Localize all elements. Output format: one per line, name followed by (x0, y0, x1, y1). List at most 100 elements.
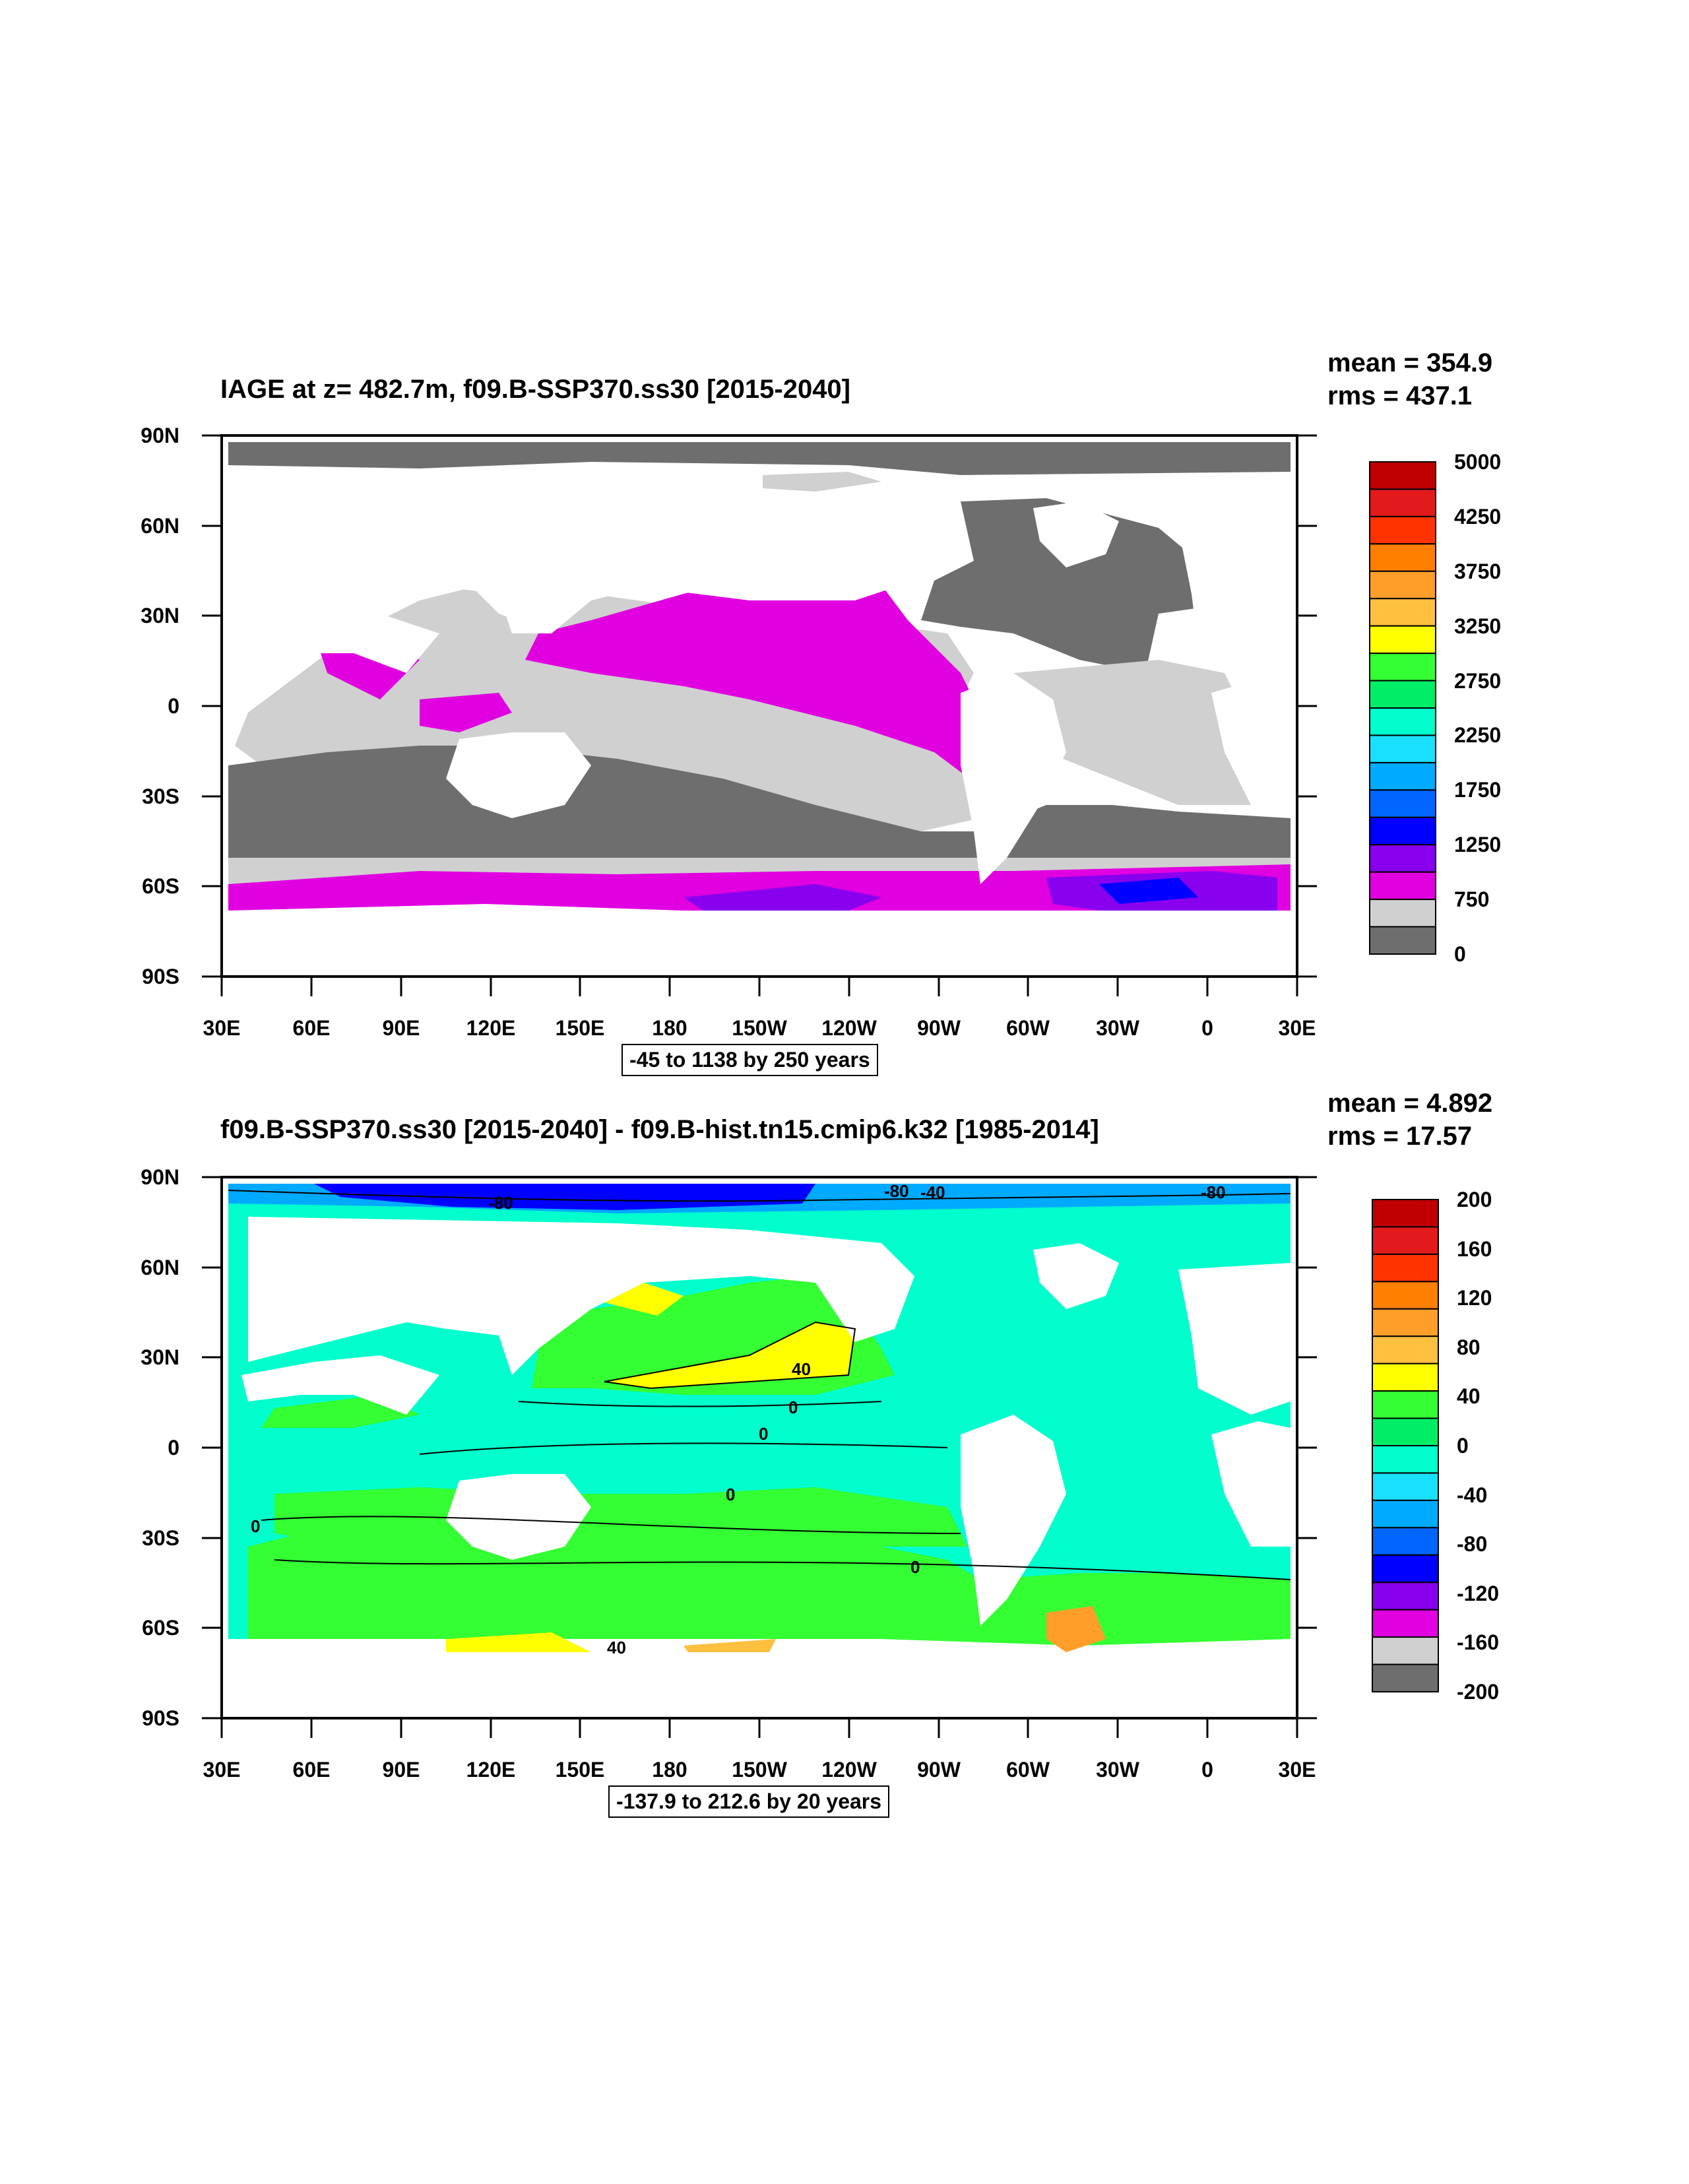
contour-label: -80 (488, 1193, 513, 1213)
lon-label-150w: 150W (732, 1758, 787, 1782)
colorbar-swatch (1369, 515, 1436, 545)
colorbar-label: 750 (1454, 887, 1490, 912)
lon-label-30w: 30W (1096, 1758, 1139, 1782)
mean-stat: mean = 4.892 (1327, 1089, 1493, 1118)
colorbar-swatch (1372, 1199, 1439, 1228)
lon-label-60e: 60E (292, 1758, 331, 1782)
colorbar-swatch (1372, 1554, 1439, 1584)
colorbar-label: -40 (1457, 1483, 1488, 1507)
lat-label-90s: 90S (142, 965, 179, 988)
panel-title: IAGE at z= 482.7m, f09.B-SSP370.ss30 [20… (220, 375, 850, 404)
colorbar-swatch (1369, 899, 1436, 928)
colorbar-swatch (1372, 1281, 1439, 1310)
lon-label-30e-right: 30E (1278, 1016, 1316, 1040)
rms-stat: rms = 17.57 (1327, 1122, 1473, 1151)
colorbar-swatch (1372, 1609, 1439, 1638)
colorbar-label: 0 (1457, 1434, 1469, 1458)
lon-label-90e: 90E (382, 1758, 420, 1782)
lat-label-90n: 90N (141, 424, 179, 447)
lon-label-150e: 150E (555, 1016, 605, 1040)
colorbar-label: -120 (1457, 1581, 1500, 1605)
contour-range-box: -45 to 1138 by 250 years (621, 1044, 878, 1076)
map-ideal-age (202, 434, 1317, 996)
colorbar-label: 40 (1457, 1384, 1481, 1409)
colorbar-age-difference (1372, 1199, 1439, 1692)
colorbar-swatch (1369, 680, 1436, 709)
lon-label-180: 180 (652, 1016, 687, 1040)
colorbar-swatch (1372, 1335, 1439, 1365)
lon-label-90w: 90W (917, 1758, 961, 1782)
lat-label-90n: 90N (141, 1165, 179, 1189)
mean-stat: mean = 354.9 (1327, 348, 1493, 377)
contour-label: 0 (910, 1557, 920, 1577)
colorbar-label: 0 (1454, 942, 1466, 966)
colorbar-label: 3250 (1454, 614, 1502, 638)
lon-label-180: 180 (652, 1758, 687, 1782)
lat-label-60s: 60S (142, 1616, 179, 1640)
map-age-difference (202, 1176, 1317, 1738)
contour-label: -80 (1201, 1182, 1226, 1202)
colorbar-swatch (1369, 707, 1436, 736)
colorbar-label: 80 (1457, 1335, 1481, 1359)
lon-label-120e: 120E (466, 1758, 516, 1782)
colorbar-swatch (1369, 543, 1436, 572)
lon-label-150w: 150W (732, 1016, 787, 1040)
colorbar-label: 2250 (1454, 723, 1502, 748)
panel-title: f09.B-SSP370.ss30 [2015-2040] - f09.B-hi… (220, 1115, 1099, 1144)
colorbar-swatch (1372, 1363, 1439, 1392)
lat-label-0: 0 (168, 1436, 179, 1460)
colorbar-swatch (1369, 844, 1436, 873)
colorbar-label: 3750 (1454, 559, 1502, 583)
colorbar-swatch (1372, 1308, 1439, 1337)
contour-label: 0 (788, 1397, 798, 1417)
colorbar-label: -160 (1457, 1630, 1500, 1655)
colorbar-label: 160 (1457, 1237, 1492, 1261)
lat-label-60n: 60N (141, 514, 179, 538)
rms-stat: rms = 437.1 (1327, 381, 1473, 410)
colorbar-swatch (1369, 871, 1436, 901)
lon-label-0: 0 (1201, 1758, 1213, 1782)
lon-label-0: 0 (1201, 1016, 1213, 1040)
colorbar-swatch (1369, 789, 1436, 818)
lat-label-60n: 60N (141, 1256, 179, 1279)
colorbar-swatch (1369, 926, 1436, 955)
colorbar-label: 5000 (1454, 450, 1502, 474)
colorbar-swatch (1372, 1663, 1439, 1692)
lon-label-150e: 150E (555, 1758, 605, 1782)
contour-range-box: -137.9 to 212.6 by 20 years (608, 1785, 890, 1818)
lat-label-30s: 30S (142, 1526, 179, 1550)
colorbar-swatch (1372, 1417, 1439, 1446)
colorbar-swatch (1369, 570, 1436, 600)
contour-label: 0 (726, 1485, 736, 1504)
colorbar-swatch (1372, 1499, 1439, 1529)
lat-label-30s: 30S (142, 785, 179, 808)
colorbar-label: 200 (1457, 1188, 1492, 1211)
colorbar-swatch (1372, 1226, 1439, 1255)
colorbar-swatch (1369, 598, 1436, 627)
colorbar-swatch (1372, 1253, 1439, 1283)
colorbar-label: 1750 (1454, 778, 1502, 802)
lon-label-90w: 90W (917, 1016, 961, 1040)
colorbar-label: 2750 (1454, 668, 1502, 693)
colorbar-swatch (1369, 816, 1436, 846)
contour-label: -40 (920, 1182, 945, 1202)
colorbar-swatch (1369, 488, 1436, 517)
lon-label-30w: 30W (1096, 1016, 1139, 1040)
contour-label: 40 (607, 1638, 626, 1657)
lon-label-30e: 30E (203, 1016, 241, 1040)
lat-label-60s: 60S (142, 874, 179, 898)
lat-label-30n: 30N (141, 604, 179, 627)
lat-label-0: 0 (168, 694, 179, 718)
lon-label-60w: 60W (1006, 1758, 1050, 1782)
colorbar-swatch (1372, 1636, 1439, 1665)
lon-label-90e: 90E (382, 1016, 420, 1040)
contour-label: -80 (884, 1181, 909, 1201)
contour-label: 0 (759, 1424, 769, 1444)
colorbar-label: 4250 (1454, 504, 1502, 529)
colorbar-label: -200 (1457, 1680, 1500, 1704)
lon-label-30e: 30E (203, 1758, 241, 1782)
colorbar-swatch (1369, 461, 1436, 490)
colorbar-label: 120 (1457, 1286, 1492, 1310)
lon-label-60w: 60W (1006, 1016, 1050, 1040)
colorbar-swatch (1369, 761, 1436, 791)
